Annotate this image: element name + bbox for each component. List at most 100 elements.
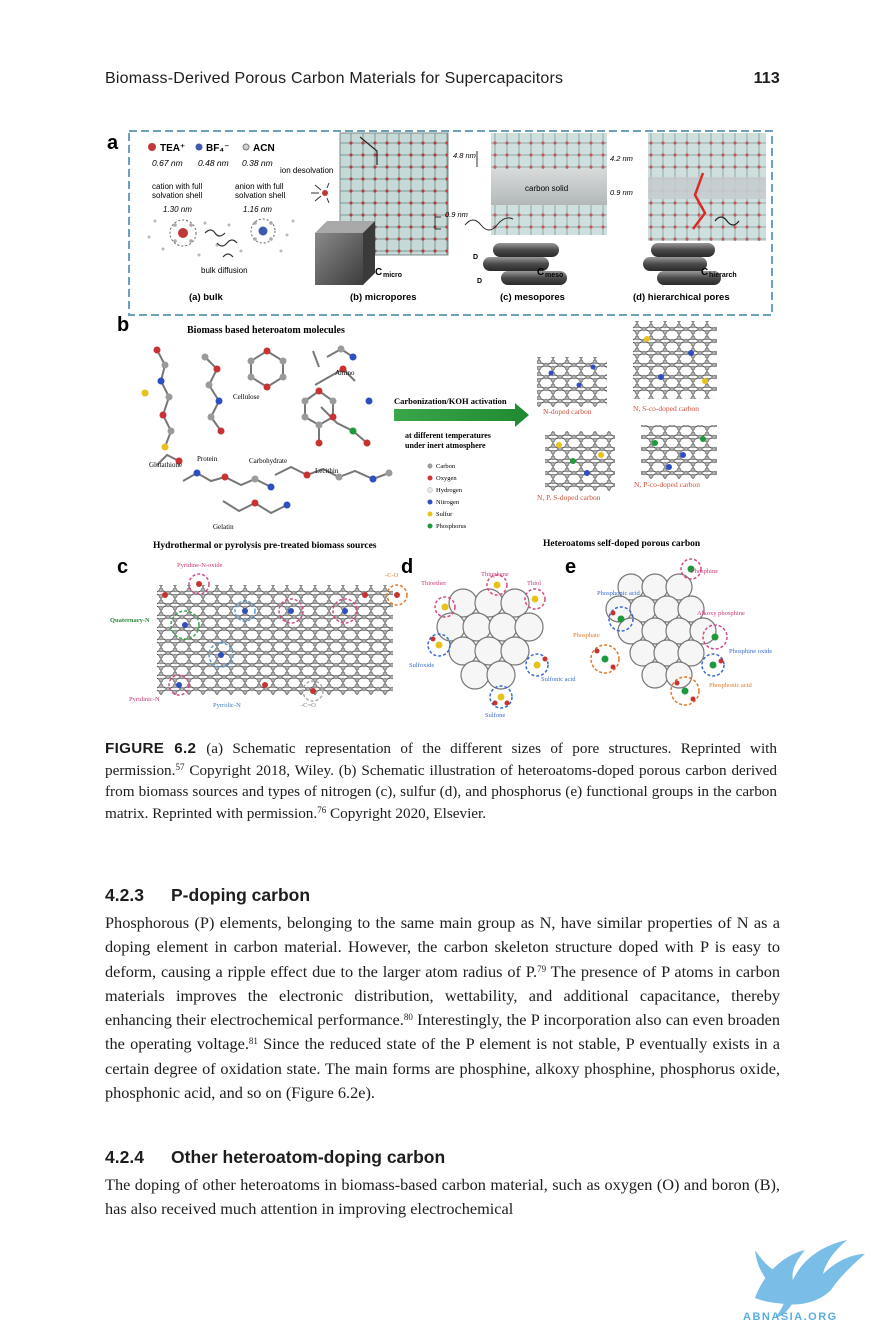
n-doped-lattice [537,357,607,407]
legend-size-tea: 0.67 nm [152,158,183,168]
phosphorus-lattice [605,573,717,689]
label-pyrrolic-n: Pyrrolic-N [213,702,241,709]
section-heading-4-2-3: 4.2.3 P-doping carbon [105,885,310,906]
c-micro-label: C [375,267,382,278]
anion-size: 1.16 nm [243,205,272,214]
paragraph-text: The doping of other heteroatoms in bioma… [105,1175,780,1219]
caption-ref-1: 57 [175,761,185,772]
c-hier-sub: hierarch [709,272,737,279]
phosphorus-site-markers [590,558,728,706]
legend-carbon: Carbon [436,463,456,470]
section-title: Other heteroatom-doping carbon [171,1147,446,1167]
caption-text-3: Copyright 2020, Elsevier. [326,804,487,822]
molecule-protein: Protein [197,455,218,463]
anion-label-1: anion with full [235,182,284,191]
paragraph-text-2: The presence of P atoms in carbon materi… [105,961,780,1030]
molecule-gelatin: Gelatin [213,523,234,531]
c-hier-label: C [701,267,708,278]
label-phosphine-oxide: Phosphine oxide [729,648,772,655]
label-phosphine: Phosphine [691,568,718,575]
ref-80: 80 [403,1012,413,1023]
section-title: P-doping carbon [171,885,311,905]
molecule-cellulose: Cellulose [233,393,259,401]
phoenix-icon: ABNASIA.ORG [743,1240,865,1323]
panel-c: c Pyridine-N-oxide -C-O Quaternary-N Pyr… [110,556,408,709]
label-sulfonic-acid: Sulfonic acid [541,676,576,683]
panel-b-letter: b [117,314,129,336]
product-n-doped: N-doped carbon [543,407,592,416]
page-number: 113 [753,70,780,87]
panel-b-bottom-left: Hydrothermal or pyrolysis pre-treated bi… [153,541,377,551]
figure-caption: FIGURE 6.2 (a) Schematic representation o… [105,738,777,824]
product-nps-doped: N, P, S-doped carbon [537,493,601,502]
panel-a-letter: a [107,132,119,154]
legend-tea: TEA⁺ [160,143,185,154]
running-head: Biomass-Derived Porous Carbon Materials … [105,70,780,92]
d-par-label: D [477,278,482,285]
watermark-text: ABNASIA.ORG [743,1311,838,1323]
product-np-doped: N, P-co-doped carbon [634,480,700,489]
legend-nitrogen: Nitrogen [436,499,460,506]
d-perp-label: D [473,254,478,261]
solvent-dots [147,219,295,257]
desolvation-burst-icon [311,182,330,204]
paragraph-text-3: Interestingly, the P incorporation also … [105,1010,781,1054]
panel-c-letter: c [117,556,128,578]
nitrogen-lattice [157,585,393,695]
nitrogen-site-atoms [162,581,400,694]
section-heading-4-2-4: 4.2.4 Other heteroatom-doping carbon [105,1147,445,1168]
panel-b: b Biomass based heteroatom molecules [117,314,717,551]
panel-e-letter: e [565,556,576,578]
tea-ion-icon [148,143,156,151]
cation-size: 1.30 nm [163,205,192,214]
label-thiol: Thiol [527,580,541,587]
arrow-label: Carbonization/KOH activation [394,396,507,406]
solvated-anion [250,218,276,244]
label-phosphonic-acid-bottom: Phosphonic acid [709,682,753,689]
nps-doped-lattice [545,431,615,491]
legend-sulfur: Sulfur [436,511,453,518]
mesopore-size-top: 4.8 nm [453,151,476,160]
sulfur-lattice [436,588,544,690]
micropore-size: 0.9 nm [445,210,468,219]
molecule-atoms [141,345,393,509]
label-c-double-o: -C=O [301,702,316,709]
ref-81: 81 [248,1036,258,1047]
product-ns-doped: N, S-co-doped carbon [633,404,699,413]
phosphorus-site-atoms [594,565,724,702]
sublabel-mesopores: (c) mesopores [500,292,565,303]
label-pyridine-n-oxide: Pyridine-N-oxide [177,562,223,569]
legend-hydrogen: Hydrogen [436,487,463,494]
solvated-cation [169,219,197,247]
label-alkoxy-phosphine: Alkoxy phosphine [697,610,745,617]
bf4-ion-icon [195,143,203,151]
caption-text-1: (a) Schematic representation of the diff… [105,740,777,779]
legend-acn: ACN [253,143,275,154]
cation-label-1: cation with full [152,182,202,191]
process-arrow-icon [394,403,529,427]
diffusion-path [204,229,238,258]
sublabel-micropores: (b) micropores [350,292,417,303]
panel-d: d Thiophene Thiol Thioether Sulfoxide Su… [401,556,576,719]
label-c-o: -C-O [385,572,399,579]
sulfur-site-atoms [430,581,548,706]
label-sulfone: Sulfone [485,712,505,719]
ion-desolvation-label: ion desolvation [280,166,333,175]
molecule-glutathione: Glutathione [149,461,182,469]
label-thiophene: Thiophene [481,571,509,578]
molecule-carbohydrate: Carbohydrate [249,457,287,465]
ns-doped-lattice [633,321,717,399]
running-title: Biomass-Derived Porous Carbon Materials … [105,70,564,87]
sublabel-bulk: (a) bulk [189,292,223,303]
label-phosphonic-acid-top: Phosphonic acid [597,590,641,597]
figure-graphic: a TEA⁺ BF₄⁻ ACN 0.67 nm 0.48 nm 0.38 nm … [107,130,773,719]
panel-a: a TEA⁺ BF₄⁻ ACN 0.67 nm 0.48 nm 0.38 nm … [107,130,773,316]
caption-label: FIGURE 6.2 [105,740,197,757]
figure-6-2: a TEA⁺ BF₄⁻ ACN 0.67 nm 0.48 nm 0.38 nm … [105,125,780,725]
caption-ref-2: 76 [317,804,327,815]
molecule-lecithin: Lecithin [315,467,339,475]
label-quaternary-n: Quaternary-N [110,617,150,624]
nitrogen-site-markers [168,573,408,702]
legend-oxygen: Oxygen [436,475,457,482]
condition-2: under inert atmosphere [405,441,486,450]
